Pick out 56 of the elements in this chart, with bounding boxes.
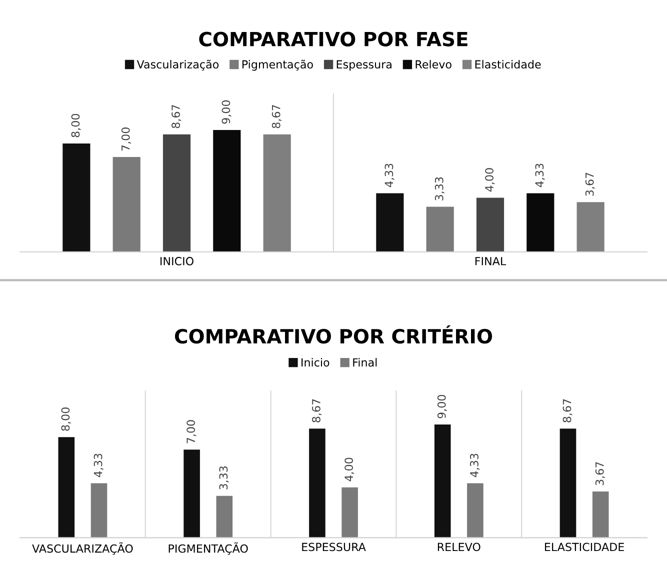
- data-label: 4,00: [344, 458, 354, 482]
- data-label: 8,00: [71, 114, 81, 138]
- bar: [342, 487, 358, 538]
- x-tick-label: RELEVO: [438, 542, 480, 552]
- x-tick-label: FINAL: [475, 257, 506, 266]
- bar: [216, 496, 233, 538]
- bar: [560, 428, 576, 538]
- legend-label: Pigmentação: [242, 60, 313, 71]
- data-label: 4,33: [384, 164, 394, 188]
- data-label: 3,33: [434, 177, 444, 200]
- bar: [309, 428, 326, 538]
- bar: [476, 198, 504, 252]
- legend-label: Relevo: [416, 60, 452, 69]
- legend-label: Inicio: [302, 358, 330, 367]
- data-label: 4,00: [485, 168, 495, 192]
- legend-label: Elasticidade: [475, 60, 541, 69]
- bar: [213, 130, 241, 252]
- chart-title: COMPARATIVO POR FASE: [199, 32, 468, 46]
- x-tick-label: INICIO: [160, 256, 194, 266]
- data-label: 9,00: [437, 394, 447, 418]
- bar: [592, 492, 609, 538]
- bar: [526, 193, 554, 252]
- bar: [263, 134, 291, 252]
- bar: [426, 206, 454, 252]
- legend-label: Vascularização: [136, 60, 219, 71]
- bar: [376, 193, 404, 252]
- bar: [162, 134, 191, 252]
- legend-label: Final: [353, 358, 377, 367]
- data-label: 3,33: [219, 466, 229, 490]
- data-label: 3,67: [585, 172, 595, 196]
- bar: [434, 424, 451, 538]
- data-label: 3,67: [595, 462, 605, 486]
- bar: [58, 437, 75, 538]
- data-label: 4,33: [535, 164, 545, 188]
- bar: [112, 157, 140, 252]
- bar: [184, 450, 200, 538]
- chart-title: COMPARATIVO POR CRITÉRIO: [174, 325, 492, 344]
- x-tick-label: ESPESSURA: [302, 542, 366, 552]
- data-label: 7,00: [186, 420, 196, 444]
- x-tick-label: PIGMENTAÇÃO: [168, 542, 248, 555]
- data-label: 4,33: [470, 454, 480, 478]
- data-label: 8,00: [61, 408, 71, 431]
- data-label: 8,67: [312, 399, 322, 422]
- data-label: 9,00: [222, 100, 232, 124]
- x-tick-label: ELASTICIDADE: [545, 542, 624, 552]
- data-label: 8,67: [172, 105, 182, 128]
- legend-label: Espessura: [336, 60, 392, 71]
- data-label: 8,67: [272, 105, 282, 128]
- data-label: 7,00: [121, 127, 131, 151]
- bar: [62, 144, 90, 252]
- bar: [467, 483, 484, 538]
- bar: [576, 202, 604, 252]
- data-label: 4,33: [94, 454, 104, 478]
- bar: [90, 483, 108, 538]
- data-label: 8,67: [562, 399, 572, 422]
- x-tick-label: VASCULARIZAÇÃO: [32, 542, 133, 555]
